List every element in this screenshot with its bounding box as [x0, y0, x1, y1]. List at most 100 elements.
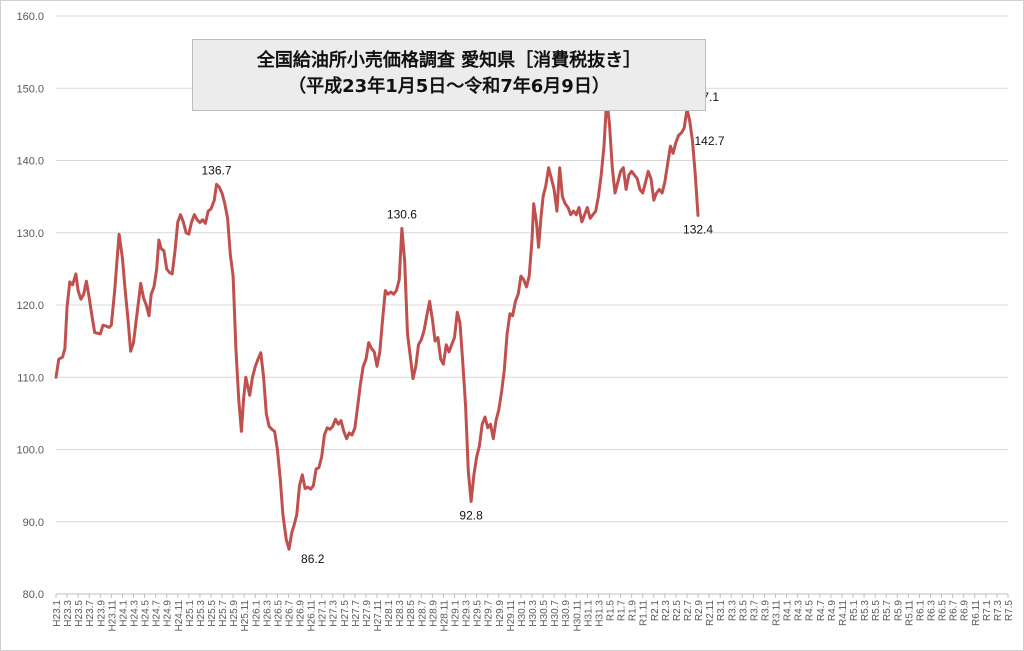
x-tick-label: H30.5: [539, 600, 550, 627]
x-tick-label: H26.7: [284, 600, 295, 627]
chart-title: 全国給油所小売価格調査 愛知県［消費税抜き］: [256, 50, 642, 71]
x-tick-label: R6.3: [927, 600, 938, 622]
x-tick-label: R6.7: [949, 600, 960, 622]
x-tick-label: H27.9: [362, 600, 373, 627]
x-tick-label: R6.9: [960, 600, 971, 622]
y-tick-label: 140.0: [16, 156, 44, 168]
chart-subtitle: （平成23年1月5日～令和7年6月9日）: [288, 76, 610, 97]
x-tick-label: H25.11: [240, 600, 251, 632]
x-tick-label: H28.5: [406, 600, 417, 627]
y-tick-label: 150.0: [16, 83, 44, 95]
x-tick-label: H23.3: [63, 600, 74, 627]
chart-title-box: 全国給油所小売価格調査 愛知県［消費税抜き］ （平成23年1月5日～令和7年6月…: [192, 39, 706, 111]
data-label: 130.6: [387, 207, 417, 221]
x-tick-label: H24.5: [141, 600, 152, 627]
x-tick-label: R1.5: [605, 600, 616, 622]
x-tick-label: H28.3: [395, 600, 406, 627]
y-tick-label: 160.0: [16, 11, 44, 23]
x-tick-label: R6.11: [971, 600, 982, 626]
x-tick-label: R2.7: [683, 600, 694, 622]
x-tick-label: R4.5: [805, 600, 816, 622]
x-tick-label: H26.5: [273, 600, 284, 627]
x-tick-label: R2.9: [694, 600, 705, 622]
x-tick-label: H24.7: [152, 600, 163, 627]
price-series-line: [54, 97, 700, 551]
x-tick-label: H28.11: [439, 600, 450, 632]
x-tick-label: H28.1: [384, 600, 395, 627]
x-tick-label: H29.9: [495, 600, 506, 627]
x-tick-label: R7.3: [993, 600, 1004, 622]
data-label: 142.7: [695, 134, 725, 148]
data-label: 132.4: [683, 222, 713, 236]
x-tick-label: R1.7: [617, 600, 628, 622]
x-tick-label: H31.3: [594, 600, 605, 627]
x-tick-label: R7.1: [982, 600, 993, 622]
x-tick-label: H25.3: [196, 600, 207, 627]
x-tick-label: H26.1: [251, 600, 262, 627]
x-tick-label: R5.1: [849, 600, 860, 622]
x-tick-label: R4.9: [827, 600, 838, 622]
x-tick-label: R5.11: [904, 600, 915, 626]
x-tick-label: H27.5: [340, 600, 351, 627]
x-tick-label: H29.1: [451, 600, 462, 627]
x-tick-label: H30.9: [561, 600, 572, 627]
x-tick-label: R3.5: [738, 600, 749, 622]
x-tick-label: R6.5: [938, 600, 949, 622]
x-tick-label: H25.9: [229, 600, 240, 627]
x-tick-label: H26.9: [296, 600, 307, 627]
x-tick-label: R4.7: [816, 600, 827, 622]
x-tick-label: H25.5: [207, 600, 218, 627]
x-tick-label: R3.1: [716, 600, 727, 622]
x-axis-ticks: H23.1 H23.3 H23.5 H23.7 H23.9 H23.11 H24.1 H24.…: [52, 594, 1015, 632]
x-tick-label: R2.5: [672, 600, 683, 622]
x-tick-label: R1.9: [628, 600, 639, 622]
x-tick-label: H23.1: [52, 600, 63, 627]
x-tick-label: H25.7: [218, 600, 229, 627]
x-tick-label: R7.5: [1004, 600, 1015, 622]
x-tick-label: H30.7: [550, 600, 561, 627]
x-tick-label: R3.7: [749, 600, 760, 622]
y-tick-label: 120.0: [16, 300, 44, 312]
x-tick-label: H30.1: [517, 600, 528, 627]
x-tick-label: H26.11: [307, 600, 318, 632]
x-tick-label: H29.11: [506, 600, 517, 632]
x-tick-label: H28.9: [428, 600, 439, 627]
x-tick-label: R4.1: [783, 600, 794, 622]
x-tick-label: H28.7: [417, 600, 428, 627]
x-tick-label: R2.3: [661, 600, 672, 622]
x-tick-label: H27.11: [373, 600, 384, 632]
x-tick-label: R6.1: [915, 600, 926, 622]
x-tick-label: H30.11: [572, 600, 583, 632]
data-label: 136.7: [201, 163, 231, 177]
x-tick-label: R5.7: [882, 600, 893, 622]
x-tick-label: R3.11: [772, 600, 783, 626]
x-tick-label: H26.3: [262, 600, 273, 627]
x-tick-label: H29.5: [473, 600, 484, 627]
x-tick-label: R3.9: [760, 600, 771, 622]
x-tick-label: H23.7: [85, 600, 96, 627]
y-tick-label: 110.0: [17, 372, 44, 384]
y-tick-label: 100.0: [16, 445, 44, 457]
x-tick-label: R5.9: [893, 600, 904, 622]
y-axis-ticks: 80.0 90.0 100.0 110.0 120.0 130.0 140.0 150.0 16…: [16, 11, 44, 601]
x-tick-label: H23.11: [107, 600, 118, 632]
x-tick-label: R5.5: [871, 600, 882, 622]
x-tick-label: R5.3: [860, 600, 871, 622]
x-tick-label: H30.3: [528, 600, 539, 627]
x-tick-label: H31.1: [583, 600, 594, 627]
x-tick-label: R4.3: [794, 600, 805, 622]
x-tick-label: H23.9: [96, 600, 107, 627]
x-tick-label: H23.5: [74, 600, 85, 627]
x-tick-label: H27.1: [318, 600, 329, 627]
x-tick-label: H24.1: [118, 600, 129, 627]
x-tick-label: H24.11: [174, 600, 185, 632]
x-tick-label: H29.3: [462, 600, 473, 627]
x-tick-label: R4.11: [838, 600, 849, 626]
x-tick-label: H27.7: [351, 600, 362, 627]
x-tick-label: H24.3: [129, 600, 140, 627]
x-tick-label: R2.11: [705, 600, 716, 626]
x-tick-label: H29.7: [484, 600, 495, 627]
x-tick-label: R2.1: [650, 600, 661, 622]
x-tick-label: H27.3: [329, 600, 340, 627]
